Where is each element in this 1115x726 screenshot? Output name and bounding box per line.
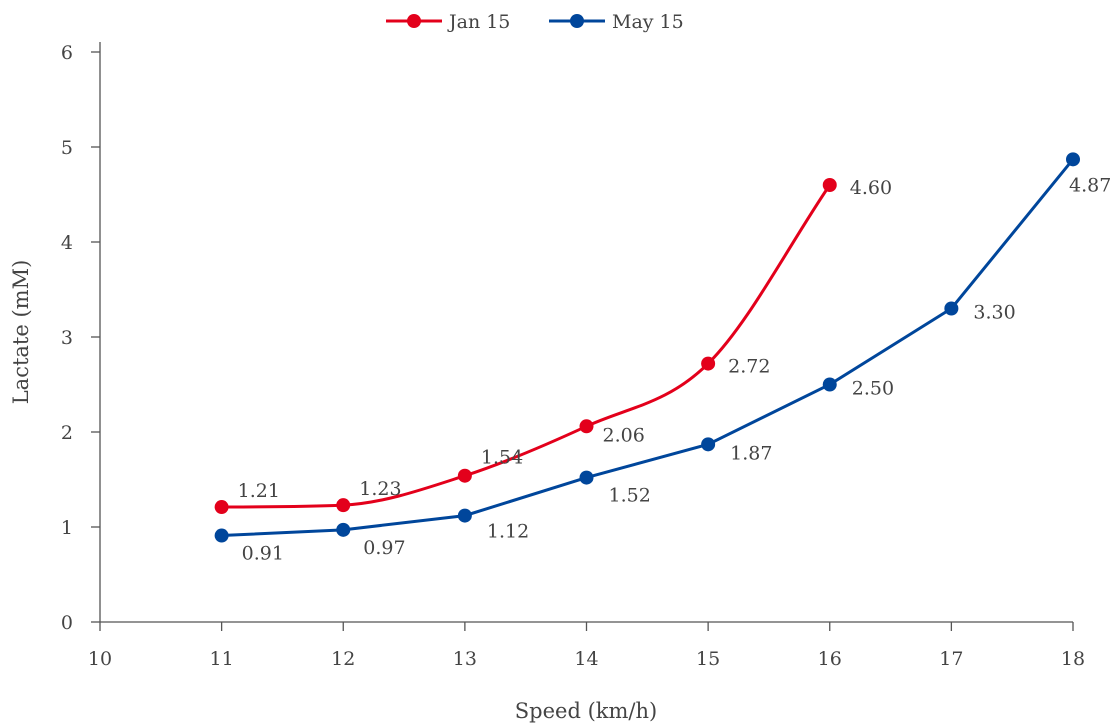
y-tick-label-4: 4: [61, 232, 73, 254]
data-point: [336, 522, 351, 537]
x-tick-label-17: 17: [939, 648, 963, 670]
x-tick-label-15: 15: [696, 648, 720, 670]
data-point: [457, 468, 472, 483]
data-label: 1.54: [481, 447, 523, 469]
data-label: 0.97: [363, 537, 405, 559]
data-point: [944, 301, 959, 316]
data-point: [822, 377, 837, 392]
data-point: [579, 419, 594, 434]
series-group: [214, 152, 1080, 543]
series-line: [221, 184, 831, 509]
data-label: 1.21: [238, 480, 280, 502]
data-point: [701, 356, 716, 371]
data-label: 4.60: [850, 177, 892, 199]
data-label: 2.72: [728, 356, 770, 378]
y-tick-label-0: 0: [61, 612, 73, 634]
data-label: 2.06: [603, 424, 645, 446]
data-label: 1.52: [609, 485, 651, 507]
data-point: [1066, 152, 1080, 167]
y-tick-label-6: 6: [61, 42, 73, 64]
data-point: [214, 528, 229, 543]
data-point: [336, 498, 351, 513]
legend-label: May 15: [612, 11, 684, 33]
data-point: [822, 178, 837, 192]
y-tick-label-3: 3: [61, 327, 73, 349]
legend-label: Jan 15: [447, 11, 510, 33]
series-jan-15: [214, 178, 837, 515]
data-labels: 1.21 1.23 1.54 2.06 2.72 4.60 0.91 0.97 1.12 1.52…: [238, 174, 1112, 564]
data-label: 4.87: [1069, 174, 1111, 196]
data-label: 0.91: [242, 543, 284, 565]
y-tick-label-2: 2: [61, 422, 73, 444]
x-tick-label-14: 14: [574, 648, 598, 670]
x-axis-title: Speed (km/h): [515, 699, 657, 723]
data-label: 3.30: [973, 302, 1015, 324]
data-label: 1.87: [730, 442, 772, 464]
y-axis-title: Lactate (mM): [9, 260, 33, 405]
data-label: 1.12: [487, 521, 529, 543]
y-tick-label-5: 5: [61, 137, 73, 159]
data-label: 2.50: [852, 378, 894, 400]
legend-item-jan-15: Jan 15: [386, 11, 510, 33]
data-point: [579, 470, 594, 485]
x-tick-label-11: 11: [210, 648, 234, 670]
data-label: 1.23: [359, 478, 401, 500]
series-may-15: [214, 152, 1080, 543]
data-point: [701, 437, 716, 452]
x-tick-label-18: 18: [1061, 648, 1085, 670]
legend: Jan 15 May 15: [386, 11, 684, 33]
data-point: [214, 500, 229, 515]
x-tick-label-13: 13: [453, 648, 477, 670]
series-line: [221, 158, 1075, 538]
y-tick-label-1: 1: [61, 517, 73, 539]
x-tick-label-16: 16: [818, 648, 842, 670]
data-point: [457, 508, 472, 523]
legend-swatch-marker: [407, 14, 421, 28]
legend-swatch-marker: [570, 14, 584, 28]
legend-item-may-15: May 15: [549, 11, 684, 33]
x-tick-label-12: 12: [331, 648, 355, 670]
x-tick-label-10: 10: [88, 648, 112, 670]
